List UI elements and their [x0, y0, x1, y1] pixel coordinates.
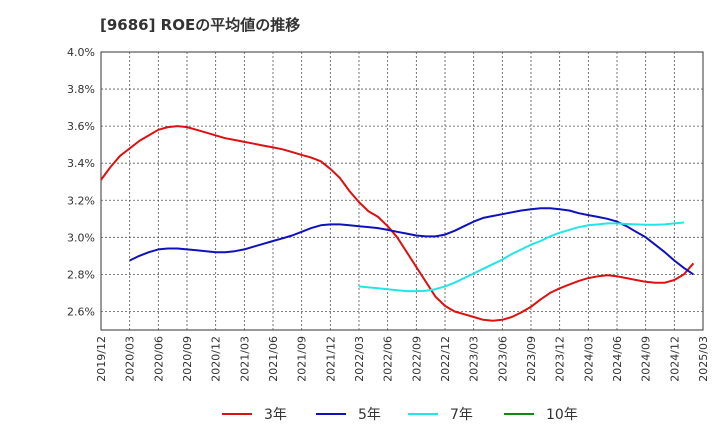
- legend-label: 5年: [358, 407, 381, 423]
- chart-title: [9686] ROEの平均値の推移: [100, 16, 301, 34]
- x-tick-label: 2023/12: [554, 336, 567, 382]
- x-tick-label: 2022/03: [353, 336, 366, 382]
- y-tick-label: 3.4%: [67, 157, 95, 170]
- x-tick-label: 2024/06: [611, 336, 624, 382]
- y-tick-label: 3.0%: [67, 231, 95, 244]
- series-line: [129, 207, 694, 276]
- y-tick-label: 3.6%: [67, 120, 95, 133]
- x-tick-label: 2020/12: [210, 336, 223, 382]
- x-tick-label: 2023/06: [496, 336, 509, 382]
- x-tick-label: 2023/09: [525, 336, 538, 382]
- plot-frame: [100, 51, 704, 331]
- x-tick-label: 2022/09: [410, 336, 423, 382]
- y-tick-label: 4.0%: [67, 46, 95, 59]
- x-tick-label: 2020/06: [152, 336, 165, 382]
- x-tick-label: 2021/09: [296, 336, 309, 382]
- x-tick-label: 2024/09: [640, 336, 653, 382]
- series-line: [358, 221, 684, 293]
- y-tick-label: 2.8%: [67, 268, 95, 281]
- legend-label: 10年: [546, 407, 578, 423]
- x-tick-label: 2023/03: [468, 336, 481, 382]
- legend-label: 3年: [264, 407, 287, 423]
- x-tick-label: 2021/06: [267, 336, 280, 382]
- y-tick-label: 3.2%: [67, 194, 95, 207]
- x-tick-label: 2020/03: [124, 336, 137, 382]
- x-tick-label: 2020/09: [181, 336, 194, 382]
- x-tick-label: 2022/12: [439, 336, 452, 382]
- series-line: [100, 125, 695, 322]
- x-tick-label: 2025/03: [697, 336, 710, 382]
- legend-label: 7年: [450, 407, 473, 423]
- x-tick-label: 2021/03: [238, 336, 251, 382]
- x-tick-label: 2024/12: [668, 336, 681, 382]
- y-tick-label: 2.6%: [67, 305, 95, 318]
- y-tick-label: 3.8%: [67, 83, 95, 96]
- x-tick-label: 2024/03: [582, 336, 595, 382]
- x-tick-label: 2021/12: [324, 336, 337, 382]
- x-tick-label: 2019/12: [95, 336, 108, 382]
- x-tick-label: 2022/06: [382, 336, 395, 382]
